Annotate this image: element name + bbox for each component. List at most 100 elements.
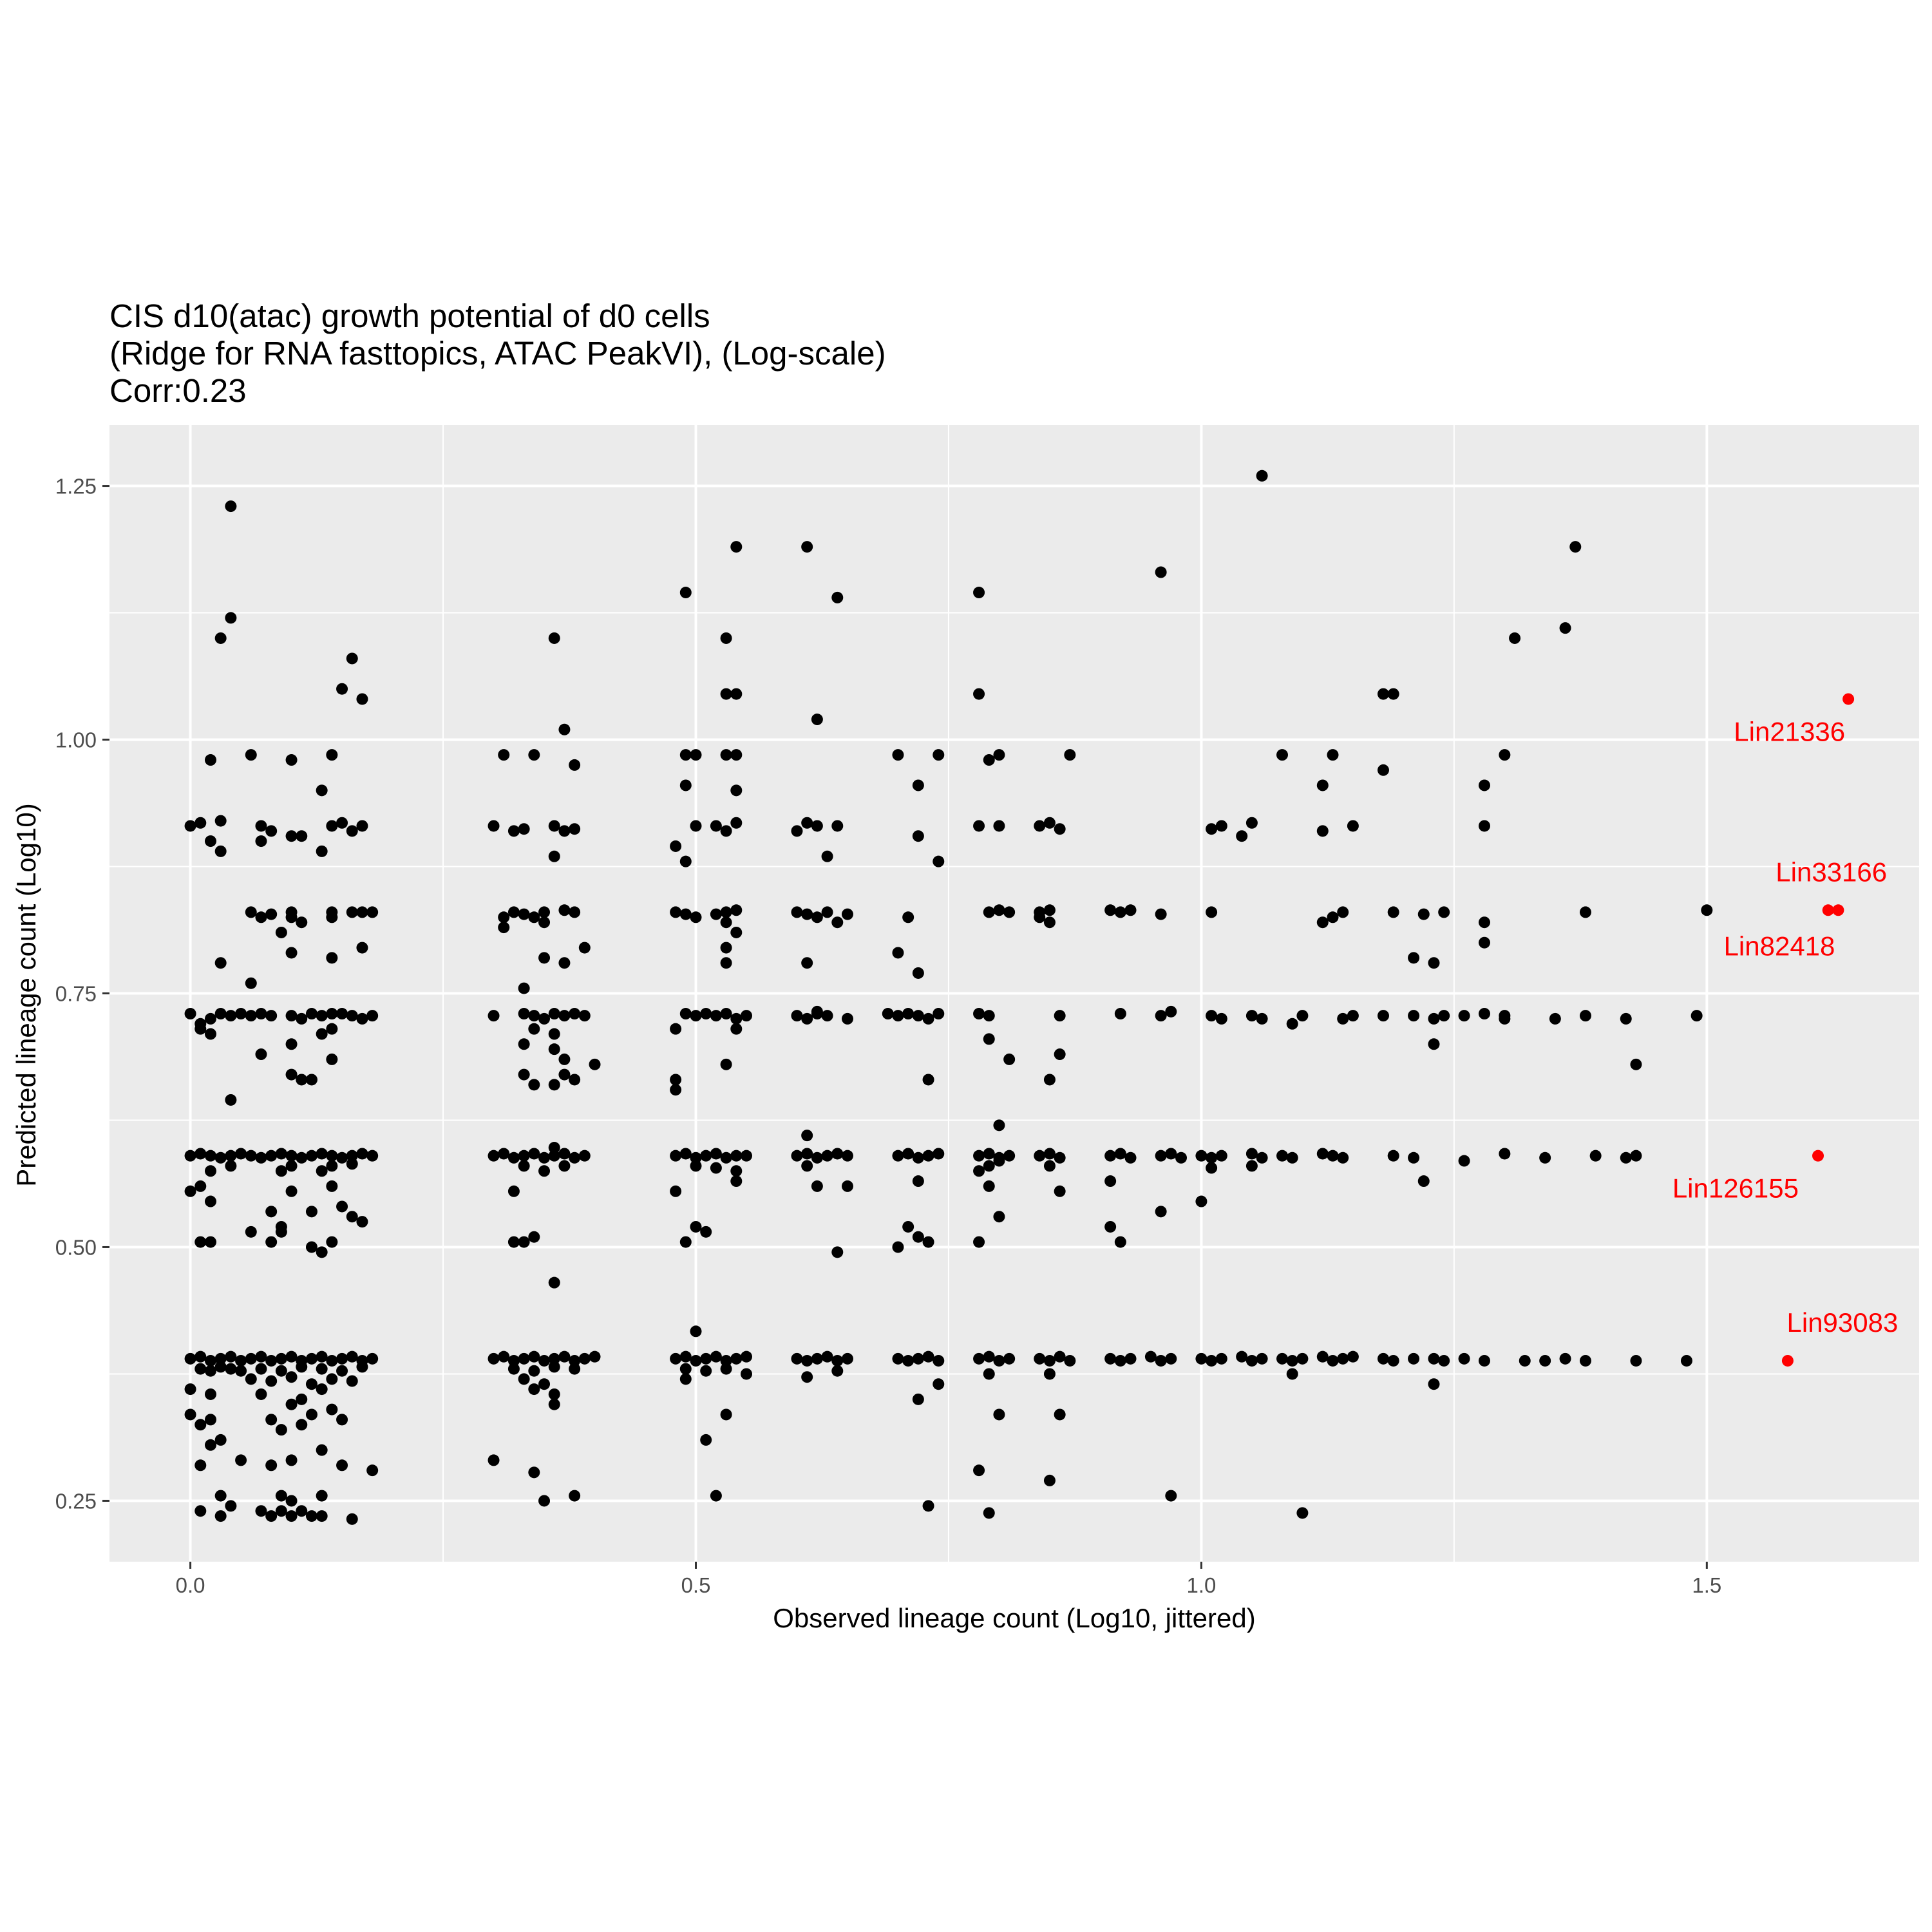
- data-point: [225, 612, 237, 624]
- data-point: [548, 1043, 560, 1056]
- data-point: [710, 1148, 722, 1160]
- data-point: [841, 1150, 853, 1162]
- data-point: [1539, 1151, 1551, 1164]
- data-point: [720, 825, 732, 837]
- data-point: [973, 1165, 985, 1177]
- data-point: [285, 1150, 298, 1162]
- data-point: [1478, 916, 1490, 929]
- data-point: [528, 1466, 540, 1479]
- x-tick-label: 1.5: [1692, 1573, 1721, 1597]
- data-point: [528, 1231, 540, 1243]
- data-point: [1165, 1352, 1177, 1365]
- data-point: [1316, 916, 1329, 929]
- data-point: [305, 1378, 317, 1390]
- data-point: [993, 1408, 1005, 1421]
- highlight-point: [1842, 693, 1855, 705]
- data-point: [801, 908, 813, 920]
- data-point: [548, 1142, 560, 1154]
- data-point: [204, 1439, 216, 1451]
- data-point: [184, 1150, 196, 1162]
- data-point: [993, 1119, 1005, 1132]
- data-point: [811, 1005, 823, 1018]
- data-point: [1155, 1150, 1167, 1162]
- data-point: [356, 942, 368, 954]
- data-point: [204, 1388, 216, 1400]
- data-point: [296, 1012, 308, 1025]
- data-point: [265, 1375, 278, 1387]
- data-point: [336, 1352, 348, 1365]
- data-point: [1559, 1352, 1571, 1365]
- data-point: [538, 1165, 551, 1177]
- data-point: [1337, 1151, 1349, 1164]
- data-point: [1245, 1010, 1258, 1022]
- data-point: [296, 1361, 308, 1373]
- data-point: [589, 1058, 601, 1070]
- data-point: [569, 1151, 581, 1164]
- data-point: [720, 1058, 732, 1070]
- data-point: [1245, 1354, 1258, 1367]
- data-point: [1327, 911, 1339, 923]
- data-point: [710, 1010, 722, 1022]
- data-point: [255, 1008, 267, 1020]
- data-point: [831, 591, 844, 603]
- data-point: [184, 1383, 196, 1396]
- data-point: [194, 1180, 207, 1192]
- data-point: [356, 906, 368, 918]
- data-point: [1387, 688, 1399, 700]
- data-point: [1195, 1195, 1208, 1208]
- data-point: [1478, 779, 1490, 791]
- data-point: [285, 1398, 298, 1410]
- data-point: [730, 688, 743, 700]
- data-point: [831, 1365, 844, 1377]
- data-point: [730, 904, 743, 916]
- data-point: [558, 1350, 571, 1363]
- data-point: [690, 1354, 702, 1367]
- data-point: [720, 688, 732, 700]
- data-point: [1215, 820, 1227, 832]
- data-point: [993, 1211, 1005, 1223]
- data-point: [720, 749, 732, 761]
- data-point: [670, 1074, 682, 1086]
- data-point: [1124, 904, 1137, 916]
- data-point: [316, 1148, 328, 1160]
- data-point: [507, 1236, 520, 1248]
- data-point: [204, 1365, 216, 1377]
- data-point: [265, 1459, 278, 1472]
- data-point: [1054, 1151, 1066, 1164]
- data-point: [528, 1383, 540, 1396]
- data-point: [245, 1352, 257, 1365]
- data-point: [973, 1008, 985, 1020]
- data-point: [255, 1505, 267, 1517]
- data-point: [296, 1419, 308, 1431]
- data-point: [1478, 1008, 1490, 1020]
- data-point: [326, 1373, 338, 1385]
- data-point: [265, 1414, 278, 1426]
- data-point: [326, 749, 338, 761]
- data-point: [922, 1150, 934, 1162]
- data-point: [569, 1008, 581, 1020]
- data-point: [983, 1010, 995, 1022]
- data-point: [356, 1361, 368, 1373]
- data-point: [214, 1510, 227, 1522]
- data-point: [488, 1352, 500, 1365]
- data-point: [933, 855, 945, 867]
- data-point: [326, 1180, 338, 1192]
- data-point: [720, 1408, 732, 1421]
- data-point: [204, 1195, 216, 1208]
- data-point: [285, 1038, 298, 1050]
- highlight-point: [1832, 904, 1844, 916]
- data-point: [538, 1354, 551, 1367]
- data-point: [1054, 1185, 1066, 1197]
- data-point: [1124, 1352, 1137, 1365]
- data-point: [933, 1148, 945, 1160]
- data-point: [296, 1393, 308, 1405]
- highlight-label: Lin33166: [1776, 857, 1887, 887]
- data-point: [1104, 1352, 1117, 1365]
- data-point: [730, 749, 743, 761]
- data-point: [245, 977, 257, 989]
- data-point: [730, 817, 743, 829]
- data-point: [700, 1365, 712, 1377]
- data-point: [305, 1510, 317, 1522]
- data-point: [214, 845, 227, 857]
- data-point: [993, 820, 1005, 832]
